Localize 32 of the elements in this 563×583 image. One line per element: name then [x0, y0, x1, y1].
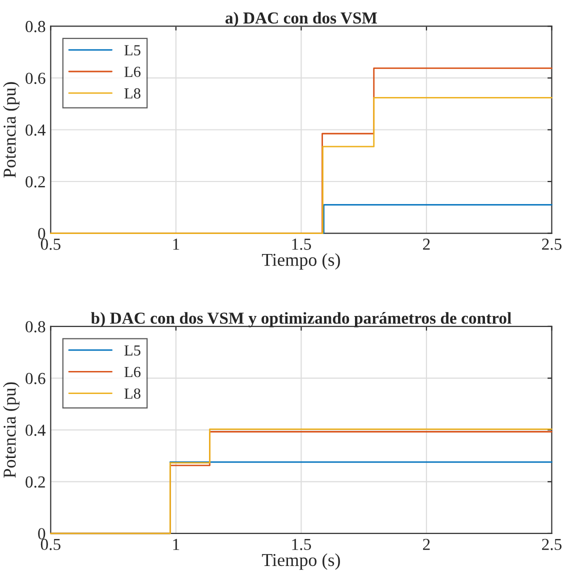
y-tick-label: 0.2 [26, 176, 45, 188]
legend-label: L8 [124, 388, 140, 399]
x-axis-title: Tiempo (s) [262, 253, 340, 270]
x-tick-label: 0.5 [40, 238, 60, 250]
legend-label: L5 [124, 345, 140, 356]
y-tick-label: 0 [38, 228, 46, 240]
x-tick-label: 1 [173, 538, 180, 550]
x-tick-label: 0.5 [40, 538, 60, 550]
y-tick-label: 0.4 [26, 124, 46, 136]
y-axis-title: Potencia (pu) [3, 382, 20, 478]
chart-title: a) DAC con dos VSM [225, 12, 377, 28]
x-tick-label: 2.5 [542, 538, 562, 550]
y-tick-label: 0.8 [26, 20, 46, 32]
y-tick-label: 0.6 [26, 372, 46, 384]
chart-title: b) DAC con dos VSM y optimizando parámetros de control [90, 312, 512, 328]
x-tick-label: 1.5 [292, 538, 311, 550]
legend-label: L6 [124, 366, 141, 378]
x-axis-title: Tiempo (s) [262, 553, 340, 570]
legend-label: L6 [124, 66, 141, 77]
x-tick-label: 1.5 [292, 238, 311, 250]
x-tick-label: 1 [173, 238, 180, 250]
y-tick-label: 0.2 [26, 476, 45, 488]
legend-label: L5 [124, 45, 140, 56]
y-tick-label: 0.6 [26, 72, 46, 84]
y-axis-title: Potencia (pu) [3, 82, 20, 178]
y-tick-label: 0.4 [26, 424, 46, 436]
legend-label: L8 [124, 88, 140, 99]
y-tick-label: 0.8 [26, 321, 46, 332]
x-tick-label: 2 [423, 538, 430, 550]
y-tick-label: 0 [38, 528, 46, 540]
x-tick-label: 2 [423, 238, 430, 250]
x-tick-label: 2.5 [542, 238, 562, 250]
